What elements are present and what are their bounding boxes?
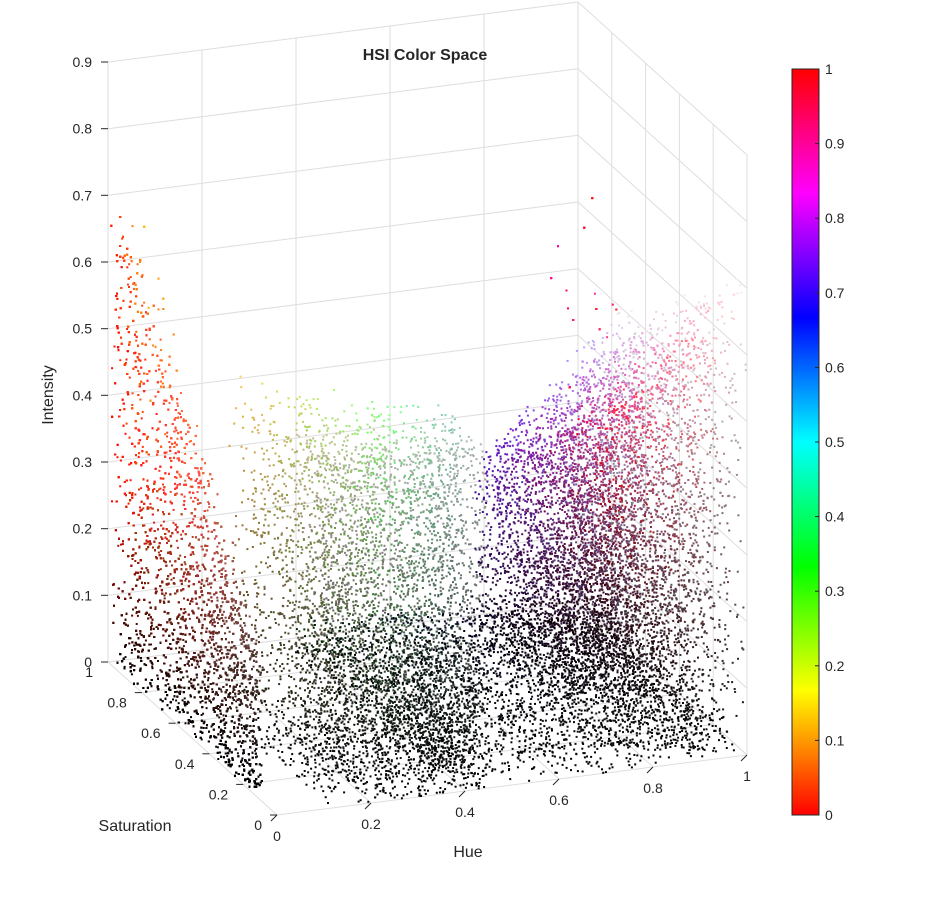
z-tick-label: 0.4 [73,387,93,403]
x-axis-label: Hue [453,844,482,861]
z-tick-label: 0.9 [73,54,93,70]
colorbar-gradient [791,68,820,816]
x-tick-label: 0 [273,828,281,844]
floor-grid-line [141,632,612,694]
back-wall-grid-line [107,534,579,596]
x-tick-label: 0.8 [643,780,663,796]
z-tick-label: 0.2 [73,521,93,537]
z-tick-label: 0.3 [73,454,93,470]
x-tick-label: 1 [743,768,751,784]
z-axis-label: Intensity [40,365,57,425]
side-wall-grid-line [577,201,748,356]
back-wall-grid-line [107,1,579,63]
colorbar-tick-label: 0.1 [825,732,845,748]
colorbar-tick-label: 0.5 [825,434,845,450]
floor-grid-line [483,613,654,768]
colorbar-tick-label: 0.7 [825,285,845,301]
colorbar-tick-label: 0.9 [825,136,845,152]
colorbar-tick-label: 0 [825,807,833,823]
side-wall-grid-line [577,68,748,223]
side-wall-grid-line [577,268,748,423]
floor-grid-line [107,661,278,816]
side-wall-grid-line [577,468,748,623]
axes-grid [107,1,748,816]
colorbar-tick-label: 1 [825,61,833,77]
tick-mark [740,754,748,762]
floor-grid-line [276,754,748,816]
y-tick-label: 1 [85,664,93,680]
x-tick-label: 0.2 [361,816,381,832]
back-wall-grid-line [107,334,579,396]
tick-mark [552,778,560,786]
tick-mark [364,802,372,810]
tick-mark [458,790,466,798]
back-wall-grid-line [107,134,579,196]
y-axis-label: Saturation [99,818,172,835]
z-tick-label: 0.6 [73,254,93,270]
x-tick-label: 0.4 [455,804,475,820]
tick-mark [270,814,278,822]
y-tick-label: 0.4 [175,756,195,772]
side-wall-grid-line [577,534,748,689]
floor-grid-line [243,723,714,785]
back-wall-grid-line [107,201,579,263]
colorbar: 0 0.1 0.2 0.3 0.4 0.5 0.6 0.7 0.8 0.9 1 [791,61,845,823]
tick-labels: 00.20.40.60.8100.20.40.60.8100.10.20.30.… [73,54,752,844]
colorbar-tick-label: 0.4 [825,509,845,525]
z-tick-label: 0 [84,654,92,670]
z-tick-label: 0.1 [73,587,93,603]
colorbar-tick-label: 0.3 [825,583,845,599]
y-tick-label: 0 [254,817,262,833]
side-wall-grid-line [577,1,748,156]
side-wall-grid-line [577,134,748,289]
colorbar-tick-label: 0.8 [825,210,845,226]
chart-title: HSI Color Space [363,47,488,64]
z-tick-label: 0.8 [73,121,93,137]
tick-mark [646,766,654,774]
floor-grid-line [201,649,372,804]
colorbar-tick-label: 0.6 [825,359,845,375]
z-tick-label: 0.5 [73,321,93,337]
y-tick-label: 0.2 [209,786,229,802]
scatter-points [110,197,747,804]
back-wall-grid-line [107,268,579,330]
x-tick-label: 0.6 [549,792,569,808]
y-tick-label: 0.8 [107,695,127,711]
z-tick-label: 0.7 [73,187,93,203]
colorbar-tick-label: 0.2 [825,658,845,674]
y-tick-label: 0.6 [141,725,161,741]
back-wall-grid-line [107,68,579,130]
